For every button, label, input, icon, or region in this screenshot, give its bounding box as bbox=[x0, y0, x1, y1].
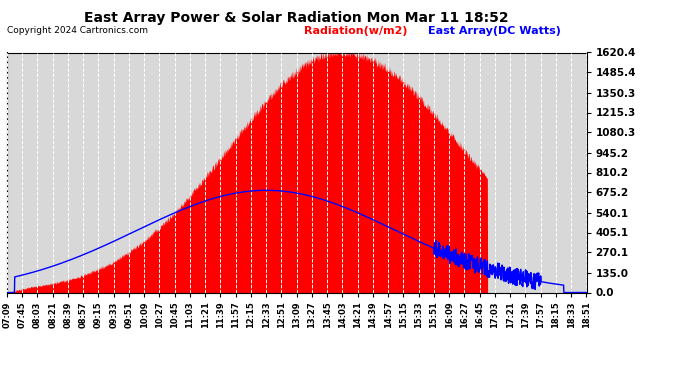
Text: Radiation(w/m2): Radiation(w/m2) bbox=[304, 26, 407, 36]
Text: Copyright 2024 Cartronics.com: Copyright 2024 Cartronics.com bbox=[7, 26, 148, 35]
Text: East Array(DC Watts): East Array(DC Watts) bbox=[428, 26, 561, 36]
Text: East Array Power & Solar Radiation Mon Mar 11 18:52: East Array Power & Solar Radiation Mon M… bbox=[84, 11, 509, 25]
